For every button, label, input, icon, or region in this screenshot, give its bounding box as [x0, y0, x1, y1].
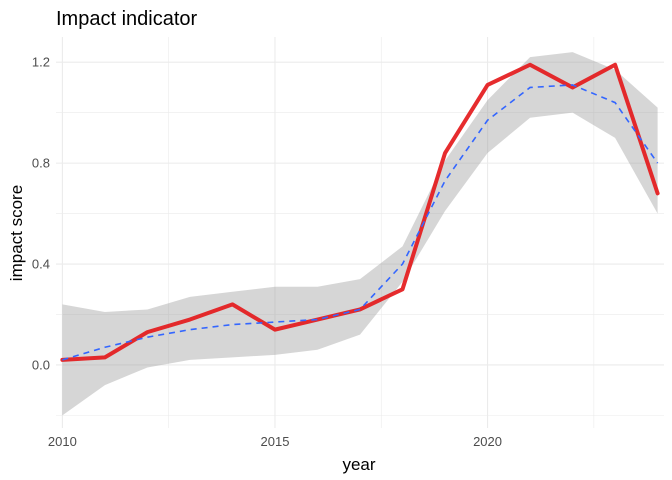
- confidence-band: [62, 52, 658, 416]
- y-axis-ticks: 0.0 0.4 0.8 1.2: [32, 55, 50, 373]
- y-axis-label: impact score: [7, 185, 26, 281]
- y-tick-label: 0.0: [32, 357, 50, 372]
- y-tick-label: 0.4: [32, 257, 50, 272]
- x-axis-label: year: [342, 455, 375, 474]
- confidence-band-area: [62, 52, 658, 416]
- x-axis-ticks: 2010 2015 2020: [48, 434, 502, 449]
- grid: [56, 37, 664, 428]
- y-tick-label: 0.8: [32, 156, 50, 171]
- y-tick-label: 1.2: [32, 55, 50, 70]
- x-tick-label: 2010: [48, 434, 77, 449]
- chart-title: Impact indicator: [56, 8, 198, 30]
- smooth-line: [62, 84, 659, 361]
- x-tick-label: 2015: [261, 434, 290, 449]
- x-tick-label: 2020: [473, 434, 502, 449]
- series-lines: [60, 62, 660, 362]
